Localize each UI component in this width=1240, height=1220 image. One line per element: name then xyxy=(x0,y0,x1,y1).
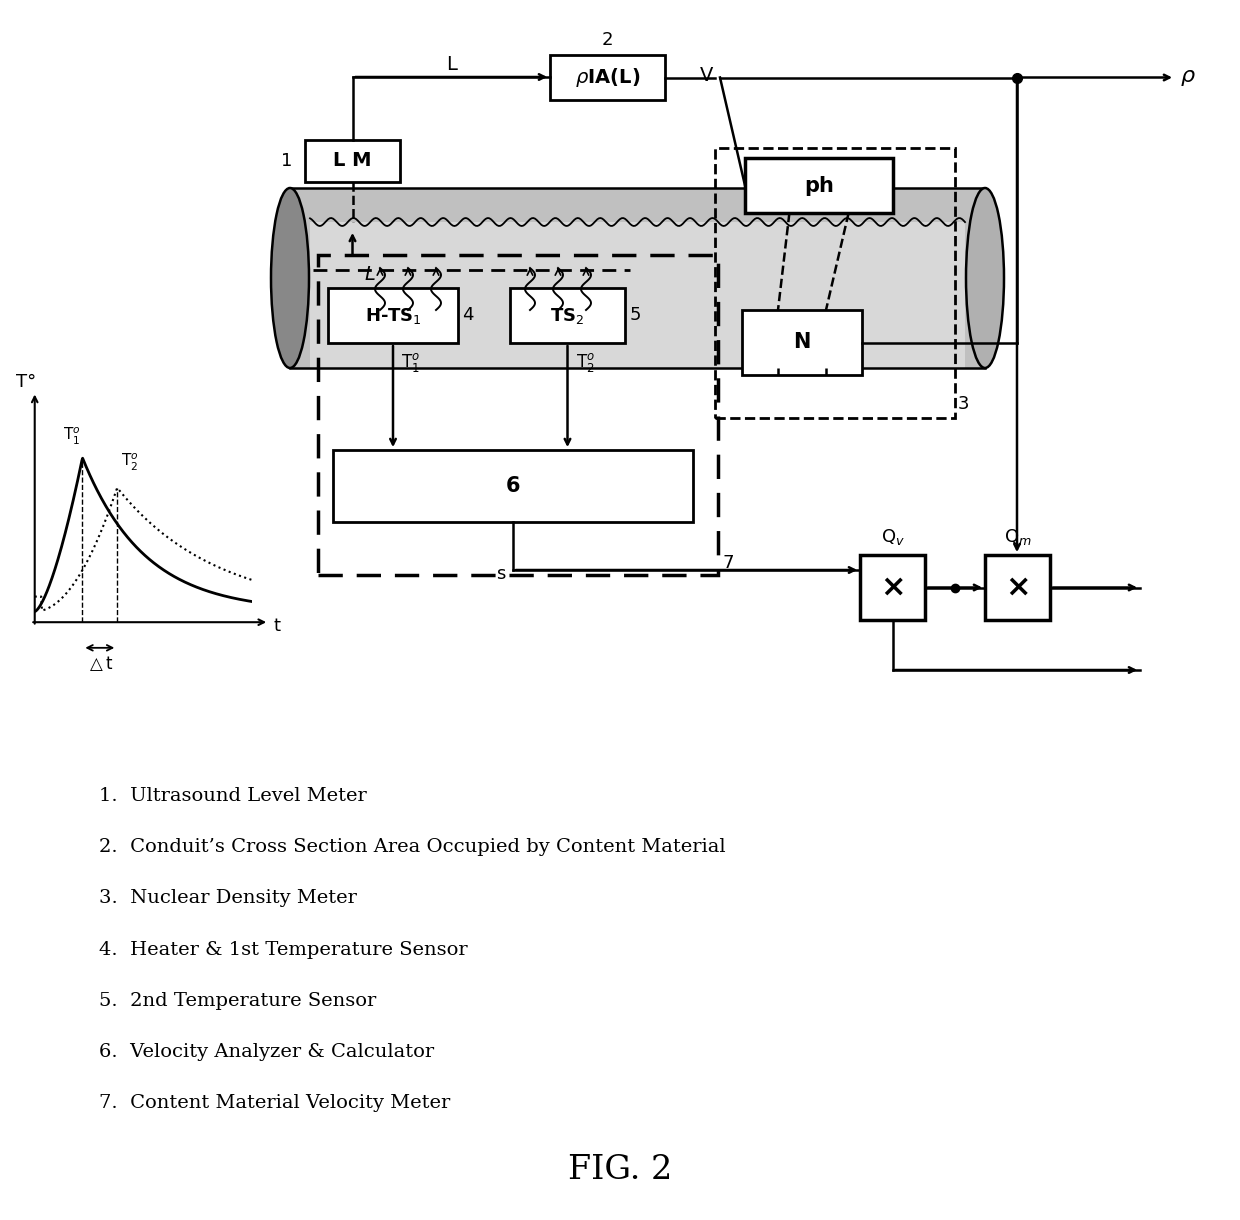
Bar xyxy=(317,255,718,575)
Text: T$_1^o$: T$_1^o$ xyxy=(63,426,81,448)
Bar xyxy=(510,288,625,343)
Text: Q$_m$: Q$_m$ xyxy=(1003,527,1032,547)
Text: FIG. 2: FIG. 2 xyxy=(568,1154,672,1186)
Text: N: N xyxy=(794,333,811,353)
Bar xyxy=(551,55,665,100)
Text: 7: 7 xyxy=(722,554,734,572)
Text: s: s xyxy=(496,565,505,583)
Text: T$_2^o$: T$_2^o$ xyxy=(122,451,139,473)
Text: Q$_v$: Q$_v$ xyxy=(880,527,904,547)
Bar xyxy=(305,140,401,182)
Text: 3: 3 xyxy=(959,395,970,414)
Text: T$_2^o$: T$_2^o$ xyxy=(575,351,594,375)
Ellipse shape xyxy=(966,188,1004,368)
Text: 4: 4 xyxy=(463,306,474,325)
Text: H-TS$_1$: H-TS$_1$ xyxy=(365,305,422,326)
Text: L: L xyxy=(365,266,376,284)
Text: L: L xyxy=(446,55,456,74)
Text: 6.  Velocity Analyzer & Calculator: 6. Velocity Analyzer & Calculator xyxy=(99,1043,434,1061)
Text: 3.  Nuclear Density Meter: 3. Nuclear Density Meter xyxy=(99,889,357,908)
Bar xyxy=(985,555,1050,620)
Text: T$_1^o$: T$_1^o$ xyxy=(401,351,420,375)
Text: 4.  Heater & 1st Temperature Sensor: 4. Heater & 1st Temperature Sensor xyxy=(99,941,467,959)
Text: ph: ph xyxy=(804,176,835,195)
Text: $\triangle$t: $\triangle$t xyxy=(86,654,114,673)
Text: T°: T° xyxy=(16,373,36,392)
Text: 2: 2 xyxy=(601,30,614,49)
Text: t: t xyxy=(273,617,280,636)
Text: ×: × xyxy=(879,573,905,601)
Text: L M: L M xyxy=(334,151,372,171)
Text: 5.  2nd Temperature Sensor: 5. 2nd Temperature Sensor xyxy=(99,992,377,1010)
Bar xyxy=(715,148,955,418)
Text: $\rho$: $\rho$ xyxy=(1180,67,1195,88)
Text: 1.  Ultrasound Level Meter: 1. Ultrasound Level Meter xyxy=(99,787,367,805)
Bar xyxy=(334,450,693,522)
Bar xyxy=(742,310,862,375)
Text: ×: × xyxy=(1004,573,1030,601)
Bar xyxy=(745,159,893,213)
Ellipse shape xyxy=(272,188,309,368)
Text: 1: 1 xyxy=(281,152,293,170)
Text: $\rho$IA(L): $\rho$IA(L) xyxy=(575,66,640,89)
Bar xyxy=(329,288,458,343)
Text: 5: 5 xyxy=(629,306,641,325)
Bar xyxy=(290,188,985,368)
Text: V: V xyxy=(701,66,713,85)
Text: TS$_2$: TS$_2$ xyxy=(551,305,584,326)
Text: 2.  Conduit’s Cross Section Area Occupied by Content Material: 2. Conduit’s Cross Section Area Occupied… xyxy=(99,838,725,856)
Text: 6: 6 xyxy=(506,476,521,497)
Bar xyxy=(861,555,925,620)
Text: 7.  Content Material Velocity Meter: 7. Content Material Velocity Meter xyxy=(99,1094,450,1113)
Bar xyxy=(310,222,965,368)
